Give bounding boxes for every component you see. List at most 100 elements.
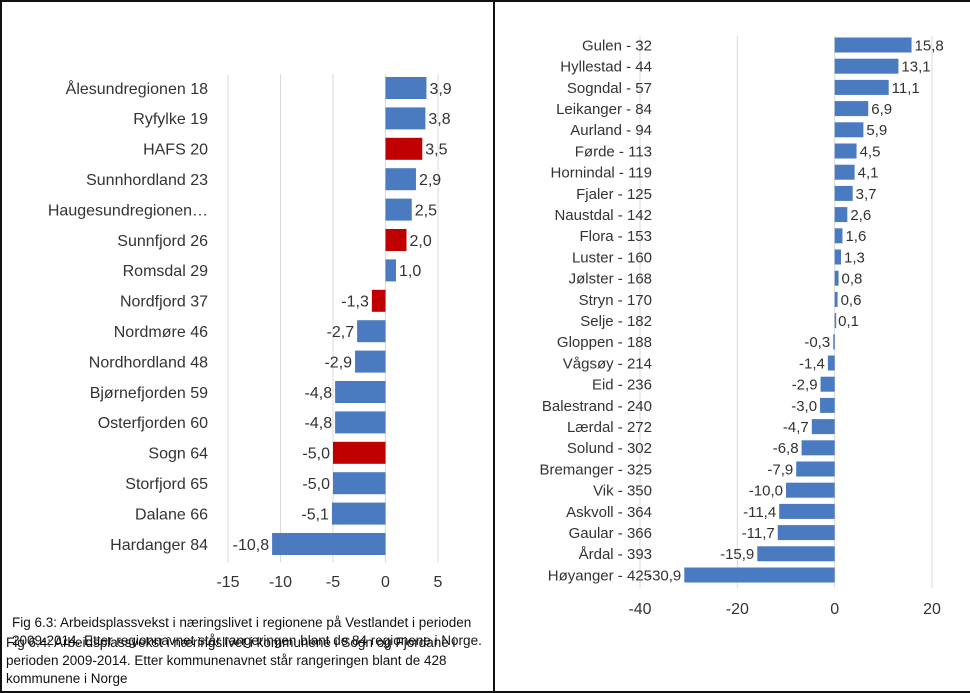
- data-label: -11,4: [743, 504, 776, 521]
- data-label: -4,8: [305, 415, 333, 432]
- data-label: 15,8: [915, 37, 944, 54]
- bar: [834, 58, 899, 74]
- bar: [820, 397, 835, 413]
- category-label: Nordmøre 46: [114, 324, 208, 341]
- data-label: 3,9: [429, 81, 451, 98]
- x-tick-label: 0: [830, 601, 839, 618]
- category-label: HAFS 20: [143, 142, 208, 159]
- bar: [820, 376, 835, 392]
- category-label: Hornindal - 119: [551, 165, 652, 182]
- data-label: -10,8: [233, 537, 270, 554]
- category-label: Hyllestad - 44: [560, 59, 652, 76]
- category-label: Osterfjorden 60: [98, 415, 208, 432]
- category-label: Ålesundregionen 18: [66, 79, 208, 98]
- bar: [801, 440, 835, 456]
- category-label: Storfjord 65: [125, 476, 208, 493]
- x-tick-label: -5: [326, 574, 340, 591]
- category-label: Askvoll - 364: [566, 504, 652, 521]
- bar: [786, 482, 835, 498]
- data-label: -4,8: [305, 385, 333, 402]
- x-tick-label: -15: [216, 574, 239, 591]
- bar: [385, 107, 426, 130]
- data-label: 2,0: [410, 233, 432, 250]
- bar: [834, 37, 912, 53]
- category-label: Gloppen - 188: [557, 334, 652, 351]
- data-label: -7,9: [767, 461, 793, 478]
- bar: [335, 411, 386, 434]
- bar: [385, 77, 427, 99]
- data-label: -2,9: [324, 354, 352, 371]
- data-label: 4,5: [860, 143, 881, 160]
- category-label: Nordfjord 37: [120, 294, 208, 311]
- category-label: Fjaler - 125: [576, 186, 652, 203]
- data-label: 2,5: [415, 202, 437, 219]
- category-label: Hardanger 84: [110, 537, 208, 554]
- category-label: Stryn - 170: [579, 292, 652, 309]
- category-label: Sogndal - 57: [567, 80, 652, 97]
- bar: [371, 289, 386, 312]
- chart-municipalities: -40 -20 0 20 Gulen - 32 15,8 Hyllestad - 44 13,…: [539, 36, 944, 618]
- chart-regions: -15 -10 -5 0 5 Ålesundregionen 18 3,9 Ryfylke 1…: [48, 74, 452, 591]
- category-label: Balestrand - 240: [542, 398, 652, 415]
- category-label: Gaular - 366: [569, 525, 652, 542]
- data-label: 3,5: [425, 142, 447, 159]
- category-label: Naustdal - 142: [554, 207, 652, 224]
- x-tick-label: 20: [923, 601, 941, 618]
- bar: [777, 525, 835, 541]
- category-label: Jølster - 168: [569, 271, 652, 288]
- data-label: -6,8: [773, 440, 799, 457]
- bar: [834, 207, 848, 223]
- bar: [834, 249, 841, 265]
- category-label: Bremanger - 325: [539, 461, 652, 478]
- category-label: Flora - 153: [579, 228, 652, 245]
- category-label: Luster - 160: [572, 249, 652, 266]
- figure-caption-municipalities: Fig 6.4: Arbeidsplassvekst i næringslive…: [6, 635, 456, 686]
- bar: [779, 503, 835, 519]
- x-tick-label: -20: [726, 601, 749, 618]
- bar: [357, 320, 386, 343]
- bar: [333, 472, 386, 495]
- bar: [834, 143, 857, 159]
- data-label: 0,6: [841, 292, 862, 309]
- data-label: 0,1: [838, 313, 859, 330]
- data-label: 3,8: [428, 111, 450, 128]
- x-tick-label: 5: [434, 574, 443, 591]
- bar: [833, 334, 835, 350]
- data-label: 11,1: [892, 80, 920, 97]
- category-label: Vik - 350: [593, 483, 652, 500]
- bar: [757, 546, 835, 562]
- bar: [684, 567, 835, 583]
- bar: [834, 313, 837, 329]
- data-label: -5,1: [301, 506, 329, 523]
- data-label: -1,3: [341, 294, 369, 311]
- x-tick-label: -10: [269, 574, 292, 591]
- data-label: -1,4: [799, 355, 825, 372]
- category-label: Leikanger - 84: [556, 101, 652, 118]
- data-label: 5,9: [866, 122, 887, 139]
- data-label: 1,3: [844, 249, 865, 266]
- data-label: -3,0: [791, 398, 817, 415]
- bar: [796, 461, 835, 477]
- data-label: -5,0: [302, 446, 330, 463]
- bar: [333, 441, 386, 464]
- x-tick-label: 0: [381, 574, 390, 591]
- data-label: -2,9: [792, 377, 818, 394]
- bar: [385, 137, 423, 160]
- chart-panel-regions: [0, 0, 494, 693]
- category-label: Solund - 302: [567, 440, 652, 457]
- category-label: Bjørnefjorden 59: [90, 385, 208, 402]
- data-label: 13,1: [901, 59, 930, 76]
- data-label: -5,0: [302, 476, 330, 493]
- data-label: -30,9: [647, 567, 681, 584]
- bar: [834, 270, 839, 286]
- bar: [827, 355, 835, 371]
- data-label: 6,9: [871, 101, 892, 118]
- data-label: 1,6: [845, 228, 866, 245]
- bar: [385, 259, 396, 282]
- bar: [834, 164, 855, 180]
- data-label: -0,3: [804, 334, 830, 351]
- category-label: Ryfylke 19: [133, 111, 208, 128]
- category-label: Nordhordland 48: [89, 354, 208, 371]
- x-tick-label: -40: [628, 601, 651, 618]
- bar: [834, 228, 843, 244]
